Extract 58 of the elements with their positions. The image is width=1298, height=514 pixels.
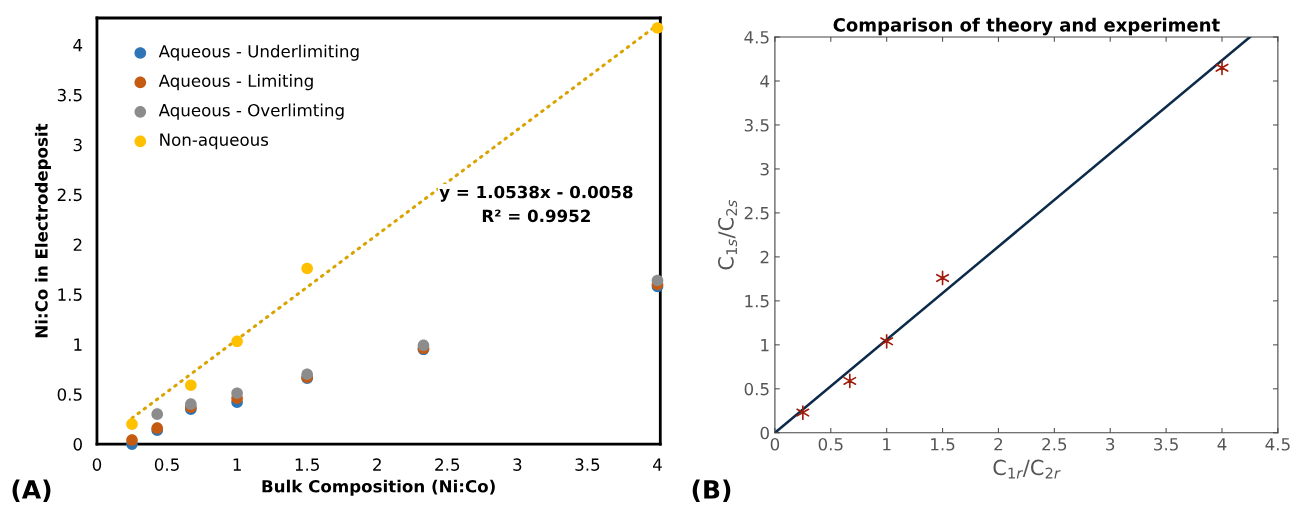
y-tick-label: 1 [761, 339, 769, 352]
y-tick-label: 4 [760, 75, 770, 88]
y-tick-label: 1.5 [745, 295, 769, 308]
y-tick-label: 4 [73, 39, 83, 52]
x-tick-label: 1.5 [931, 438, 955, 451]
x-tick-label: 1 [883, 438, 891, 451]
x-axis-title: C$_{1r}$/C$_{2r}$ [993, 459, 1061, 479]
point [231, 387, 243, 400]
point [126, 418, 138, 430]
text: (A) [12, 479, 51, 502]
x-tick-label: 1 [233, 458, 241, 471]
x-axis-title: Bulk Composition (Ni:Co) [262, 479, 495, 496]
x-tick-label: 4 [653, 458, 662, 471]
y-tick-label: 3 [760, 162, 769, 176]
point [651, 22, 664, 34]
x-tick-label: 4 [1217, 438, 1227, 451]
y-tick-label: 4.5 [744, 31, 769, 44]
x-tick-label: 0.5 [818, 437, 843, 451]
text: (B) [692, 479, 731, 502]
x-tick-label: 2.5 [1042, 437, 1067, 451]
point [231, 335, 243, 348]
x-tick-label: 2.5 [435, 458, 460, 471]
point [185, 379, 197, 392]
x-tick-label: 0 [92, 458, 102, 471]
x-tick-label: 0.5 [154, 458, 179, 471]
point [651, 274, 664, 287]
point [126, 434, 138, 446]
y-tick-label: 2 [73, 238, 82, 251]
y-axis-title: Ni:Co in Electrodeposit [34, 123, 52, 338]
x-tick-label: 1.5 [295, 458, 319, 471]
y-tick-label: 3.5 [744, 118, 769, 132]
y-tick-label: 1 [74, 338, 82, 351]
x-tick-label: 3 [1106, 437, 1115, 451]
y-tick-label: 3.5 [57, 88, 82, 102]
x-tick-label: 3.5 [1154, 437, 1178, 451]
y-tick-label: 1.5 [58, 288, 82, 301]
legend-label: Non-aqueous [160, 133, 269, 150]
y-axis-title: C$_{1s}$/C$_{2s}$ [718, 200, 738, 270]
annotation: y = 1.0538x - 0.0058 R² = 0.9952 [439, 185, 633, 223]
legend-label: Aqueous - Underlimiting [158, 44, 359, 61]
x-tick-label: 3 [513, 458, 522, 471]
chart-title: Comparison of theory and experiment [833, 17, 1220, 36]
point [151, 408, 164, 420]
legend-label: Aqueous - Limiting [158, 74, 313, 91]
x-tick-label: 2 [994, 437, 1003, 451]
y-tick-label: 0.5 [57, 388, 82, 401]
point [301, 262, 313, 275]
x-tick-label: 0 [770, 437, 780, 451]
x-tick-label: 4.5 [1265, 438, 1290, 451]
x-tick-label: 3.5 [575, 458, 600, 471]
y-tick-label: 0 [760, 426, 769, 440]
y-tick-label: 2 [760, 250, 769, 264]
y-tick-label: 2.5 [744, 206, 769, 220]
y-tick-label: 2.5 [57, 188, 82, 202]
legend-label: Aqueous - Overlimting [158, 103, 344, 120]
y-tick-label: 3 [73, 138, 82, 152]
y-tick-label: 0.5 [744, 382, 769, 396]
x-tick-label: 2 [373, 458, 381, 471]
